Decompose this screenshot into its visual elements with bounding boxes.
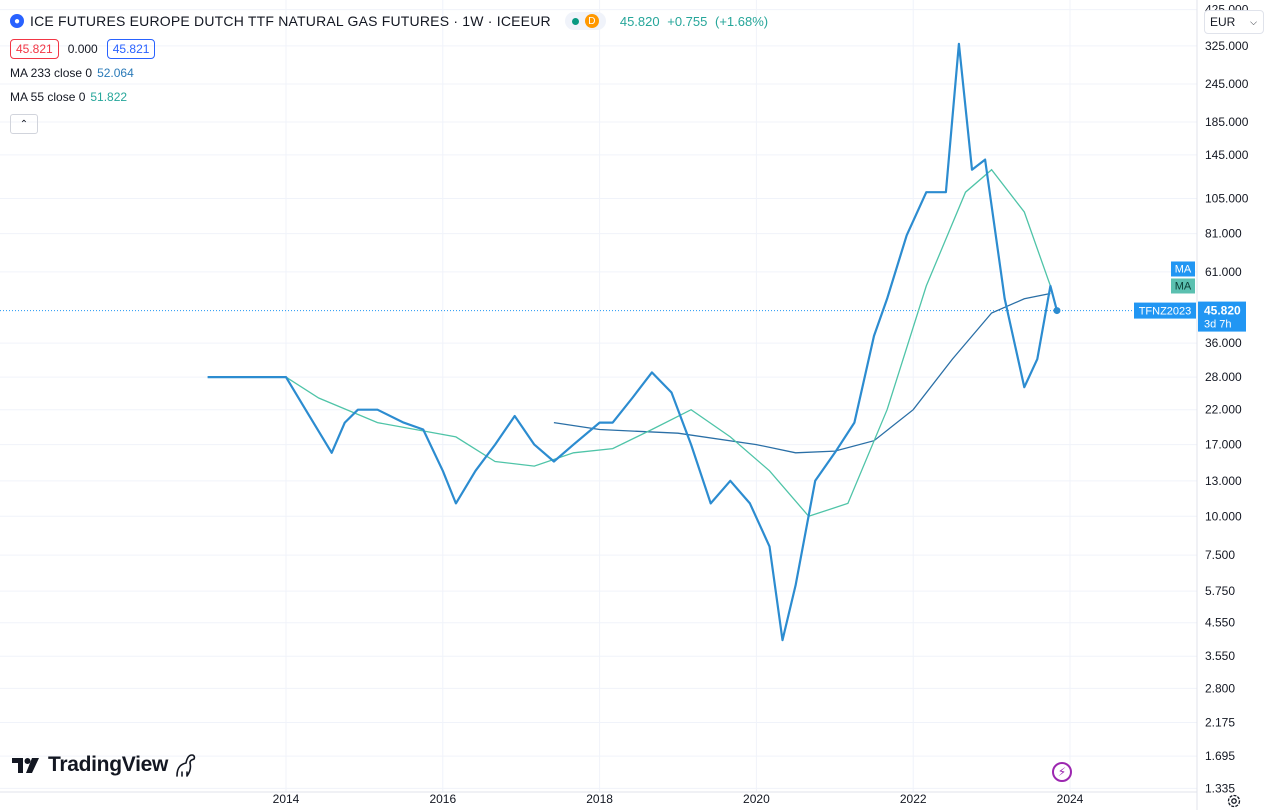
market-open-icon: [571, 17, 579, 25]
dino-mascot-icon: [176, 754, 196, 777]
last-price-axis-label: 45.820: [1204, 304, 1241, 318]
sell-price-button[interactable]: 45.821: [10, 39, 59, 59]
indicator-label: MA 233 close 0: [10, 66, 93, 80]
price-tick-label: 61.000: [1205, 265, 1242, 279]
price-tick-label: 185.000: [1205, 115, 1249, 129]
symbol-axis-badge: [1134, 302, 1196, 319]
drop-icon: ●: [10, 14, 24, 28]
ma233-axis-badge: [1171, 261, 1195, 277]
price-tick-label: 17.000: [1205, 438, 1242, 452]
last-price-axis-badge: [1198, 301, 1246, 332]
market-status[interactable]: D: [564, 12, 606, 30]
last-price: 45.820: [619, 13, 660, 29]
price-tick-label: 10.000: [1205, 509, 1242, 523]
last-price-dot: [1053, 307, 1061, 315]
indicator-value: 51.822: [90, 90, 128, 104]
price-tick-label: 81.000: [1205, 227, 1242, 241]
price-tick-label: 5.750: [1205, 584, 1235, 598]
price-tick-label: 1.335: [1205, 781, 1235, 795]
chart-legend: ● ICE FUTURES EUROPE DUTCH TTF NATURAL G…: [10, 10, 772, 134]
time-tick-label: 2022: [900, 792, 927, 806]
price-tick-label: 2.800: [1205, 681, 1235, 695]
delayed-badge: D: [584, 14, 599, 28]
indicator-label: MA 55 close 0: [10, 90, 86, 104]
price-change: +0.755: [667, 13, 708, 29]
collapse-legend-button[interactable]: ⌃: [10, 114, 38, 134]
price-axis: 425.000325.000245.000185.000145.000105.0…: [1205, 3, 1249, 796]
indicator-ma55[interactable]: MA 55 close 0 51.822: [10, 90, 772, 108]
ma55-axis-label: MA: [1175, 280, 1192, 292]
chevron-up-icon: ⌃: [19, 118, 29, 130]
price-tick-label: 28.000: [1205, 370, 1242, 384]
time-axis: 2014 2016 2018 2020 2022 2024: [273, 792, 1084, 806]
currency-value: EUR: [1210, 15, 1236, 29]
countdown-label: 3d 7h: [1204, 319, 1232, 331]
time-tick-label: 2018: [586, 792, 613, 806]
price-tick-label: 105.000: [1205, 192, 1249, 206]
indicator-value: 52.064: [97, 66, 134, 80]
price-tick-label: 36.000: [1205, 336, 1242, 350]
gear-icon[interactable]: [1226, 793, 1242, 809]
logo-text: TradingView: [48, 753, 169, 776]
chevron-down-icon: ⌵: [1250, 16, 1257, 27]
spread-value: 0.000: [67, 42, 98, 56]
price-tick-label: 1.695: [1205, 749, 1235, 763]
tradingview-mark-icon: [12, 758, 39, 773]
time-tick-label: 2020: [743, 792, 770, 806]
ma233-line: [553, 292, 1051, 454]
buy-price-button[interactable]: 45.821: [106, 39, 156, 59]
price-tick-label: 22.000: [1205, 403, 1242, 417]
price-tick-label: 4.550: [1205, 616, 1235, 630]
ma55-axis-badge: [1171, 278, 1195, 294]
price-tick-label: 245.000: [1205, 77, 1249, 91]
ma55-line: [285, 168, 1052, 518]
price-tick-label: 2.175: [1205, 715, 1235, 729]
price-tick-label: 13.000: [1205, 474, 1242, 488]
indicator-ma233[interactable]: MA 233 close 0 52.064: [10, 66, 772, 84]
price-tick-label: 145.000: [1205, 148, 1249, 162]
chart-grid: [0, 0, 1197, 792]
symbol-title[interactable]: ICE FUTURES EUROPE DUTCH TTF NATURAL GAS…: [30, 13, 551, 29]
ma233-axis-label: MA: [1175, 263, 1192, 275]
price-tick-label: 325.000: [1205, 39, 1249, 53]
time-tick-label: 2014: [273, 792, 300, 806]
time-tick-label: 2016: [429, 792, 456, 806]
price-tick-label: 3.550: [1205, 649, 1235, 663]
time-tick-label: 2024: [1057, 792, 1084, 806]
symbol-axis-label: TFNZ2023: [1139, 306, 1192, 318]
price-change-pct: (+1.68%): [714, 13, 769, 29]
bid-ask-row: 45.821 0.000 45.821: [10, 38, 772, 60]
tradingview-logo[interactable]: TradingView: [12, 752, 196, 778]
currency-select[interactable]: EUR ⌵: [1204, 10, 1264, 34]
price-summary: 45.820 +0.755 (+1.68%): [620, 14, 772, 29]
price-tick-label: 7.500: [1205, 548, 1235, 562]
price-line: [207, 42, 1058, 642]
lightning-icon[interactable]: ⚡: [1052, 762, 1072, 782]
